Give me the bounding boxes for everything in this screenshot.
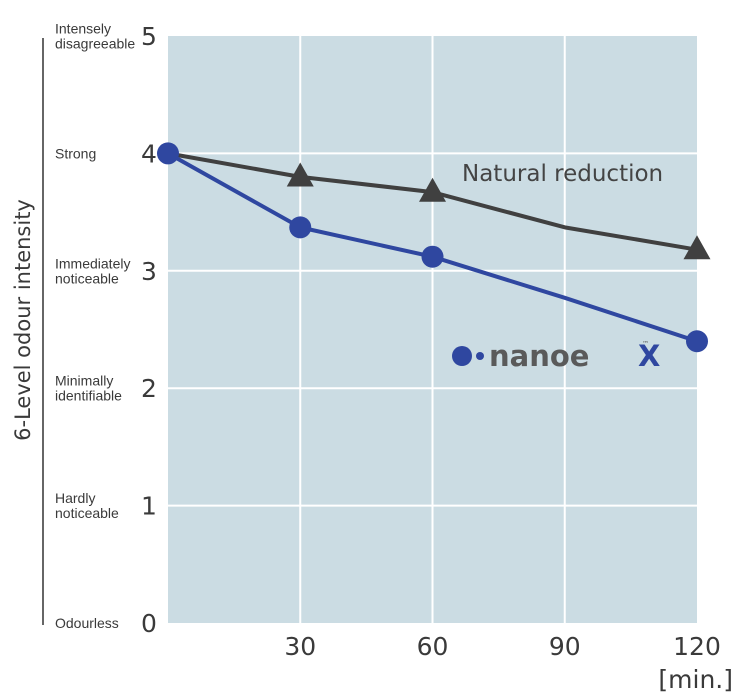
y-level-label: noticeable bbox=[55, 505, 119, 521]
y-level-label: noticeable bbox=[55, 270, 119, 286]
logo-dot-icon bbox=[452, 346, 472, 366]
y-tick-labels: 0 1 2 3 4 5 bbox=[141, 22, 157, 638]
y-level-label: Immediately bbox=[55, 255, 130, 271]
y-axis-title: 6-Level odour intensity bbox=[11, 199, 35, 441]
logo-small-dot-icon bbox=[476, 352, 484, 360]
y-level-label: Hardly bbox=[55, 490, 95, 506]
y-level-label: disagreeable bbox=[55, 36, 135, 52]
y-level-label: Minimally bbox=[55, 373, 113, 389]
x-axis-unit: [min.] bbox=[658, 665, 733, 694]
y-level-label: Strong bbox=[55, 145, 96, 161]
data-point-circle bbox=[157, 142, 179, 165]
data-point-triangle bbox=[683, 235, 711, 260]
y-tick-label: 0 bbox=[141, 609, 157, 638]
logo-trademark: ™ bbox=[642, 340, 649, 348]
y-level-label: identifiable bbox=[55, 388, 122, 404]
natural-reduction-label: Natural reduction bbox=[462, 161, 663, 187]
y-level-label: Odourless bbox=[55, 615, 119, 631]
x-tick-label: 90 bbox=[549, 632, 581, 661]
logo-wordmark: nanoe bbox=[489, 339, 589, 373]
x-tick-label: 30 bbox=[284, 632, 316, 661]
y-tick-label: 1 bbox=[141, 492, 157, 521]
y-tick-label: 5 bbox=[141, 22, 157, 51]
y-tick-label: 4 bbox=[141, 139, 157, 168]
data-point-circle bbox=[686, 330, 708, 353]
y-level-labels: OdourlessHardlynoticeableMinimallyidenti… bbox=[55, 21, 135, 632]
series-natural-reduction bbox=[167, 151, 711, 260]
nanoex-logo: nanoe X ™ bbox=[452, 339, 660, 373]
x-tick-label: 60 bbox=[417, 632, 449, 661]
series-nanoex bbox=[157, 142, 708, 353]
data-point-triangle bbox=[419, 177, 446, 202]
y-tick-label: 3 bbox=[141, 257, 157, 286]
grid-lines bbox=[168, 36, 697, 623]
data-point-circle bbox=[289, 216, 312, 239]
y-tick-label: 2 bbox=[141, 374, 157, 403]
logo-x-mark: X bbox=[638, 339, 660, 373]
series-layer bbox=[157, 142, 711, 353]
y-level-label: Intensely bbox=[55, 21, 111, 37]
data-point-triangle bbox=[286, 162, 314, 187]
x-tick-labels: 30 60 90 120 bbox=[284, 632, 721, 661]
data-point-circle bbox=[421, 245, 444, 268]
x-tick-label: 120 bbox=[673, 632, 721, 661]
